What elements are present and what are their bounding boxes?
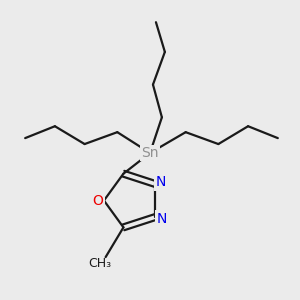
Text: Sn: Sn [141, 146, 159, 160]
Text: N: N [156, 212, 167, 226]
Text: O: O [92, 194, 104, 208]
Text: CH₃: CH₃ [88, 256, 111, 269]
Text: N: N [155, 176, 166, 189]
